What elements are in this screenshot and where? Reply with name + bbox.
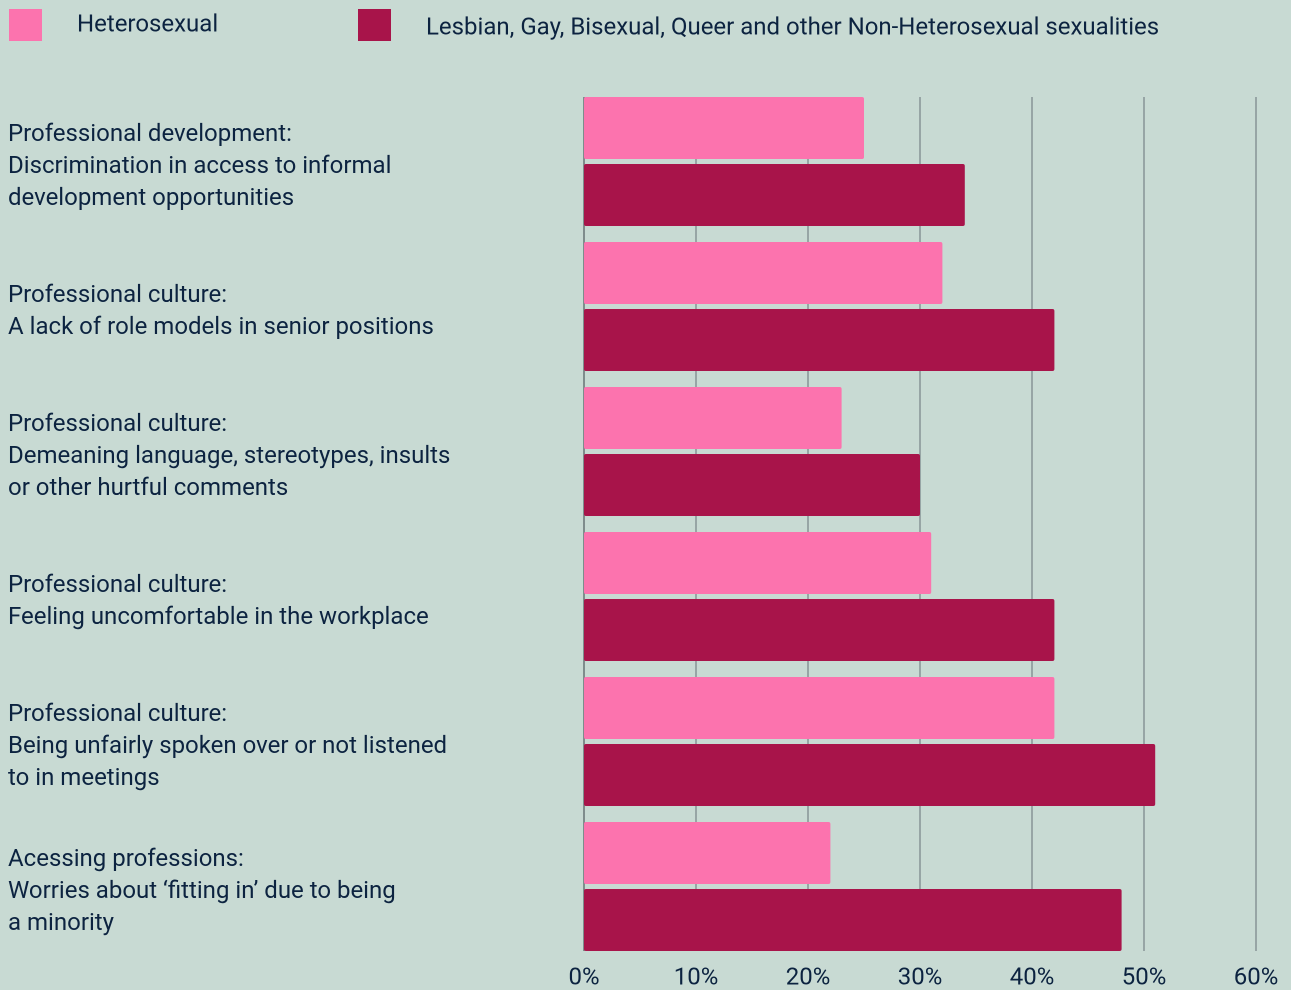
category-label: Professional culture: Feeling uncomforta…: [8, 570, 429, 630]
bar: [584, 744, 1156, 806]
x-tick-label: 10%: [674, 962, 719, 990]
x-tick-label: 20%: [786, 962, 831, 990]
bar: [584, 164, 965, 226]
x-tick-label: 40%: [1010, 962, 1055, 990]
bar: [584, 822, 831, 884]
bar: [584, 97, 864, 159]
legend-label: Heterosexual: [77, 9, 218, 37]
bar: [584, 309, 1055, 371]
legend-swatch: [9, 9, 42, 41]
bar: [584, 889, 1122, 951]
legend-label: Lesbian, Gay, Bisexual, Queer and other …: [426, 12, 1159, 40]
bar: [584, 242, 943, 304]
bar: [584, 454, 920, 516]
x-tick-label: 0%: [568, 962, 599, 990]
category-label: Professional development: Discrimination…: [8, 119, 392, 211]
bar: [584, 677, 1055, 739]
bar: [584, 599, 1055, 661]
category-label: Professional culture: Demeaning language…: [8, 409, 451, 501]
bar: [584, 532, 932, 594]
legend-swatch: [358, 9, 391, 41]
category-label: Professional culture: A lack of role mod…: [8, 280, 434, 340]
bar: [584, 387, 842, 449]
x-tick-label: 60%: [1234, 962, 1279, 990]
category-label: Acessing professions: Worries about ‘fit…: [8, 844, 396, 936]
x-tick-label: 50%: [1122, 962, 1167, 990]
category-label: Professional culture: Being unfairly spo…: [8, 699, 448, 791]
x-tick-label: 30%: [898, 962, 943, 990]
